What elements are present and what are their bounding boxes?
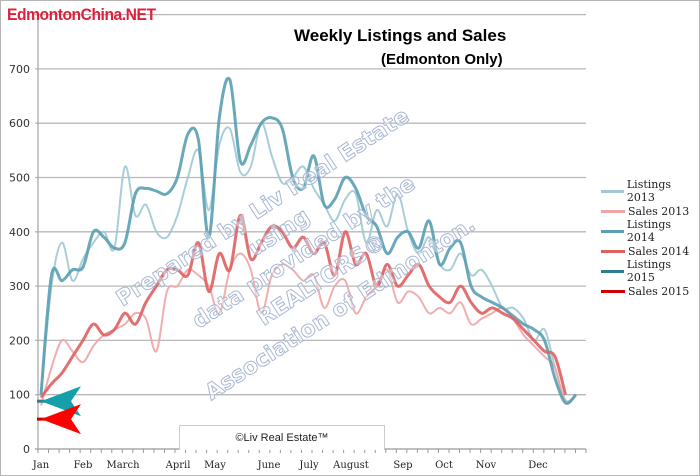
- legend-label: Sales 2014: [628, 244, 690, 258]
- arrow-marker-icon: [41, 404, 81, 435]
- legend-item: Sales 2015: [601, 281, 699, 301]
- y-tick-label: 400: [9, 226, 30, 239]
- chart-subtitle: (Edmonton Only): [381, 51, 503, 68]
- y-tick-label: 100: [9, 389, 30, 402]
- legend-swatch: [601, 189, 624, 193]
- x-tick-label: August: [332, 460, 369, 471]
- legend-item: Listings 2015: [601, 258, 699, 284]
- x-tick-label: Jan: [32, 460, 50, 471]
- x-tick-label: May: [204, 460, 226, 471]
- y-tick-label: 700: [9, 63, 30, 76]
- legend-swatch: [601, 209, 625, 213]
- x-tick-label: Feb: [74, 460, 93, 471]
- y-tick-label: 200: [9, 334, 30, 347]
- copyright-box: ©Liv Real Estate™: [179, 425, 385, 450]
- series-line-listings-2014: [39, 76, 578, 405]
- y-tick-label: 300: [9, 280, 30, 293]
- legend-label: Listings 2013: [626, 178, 672, 204]
- legend-swatch: [601, 249, 625, 253]
- legend-swatch: [601, 229, 624, 233]
- legend: Listings 2013 Sales 2013 Listings 2014 S…: [601, 178, 699, 301]
- chart-title: Weekly Listings and Sales: [294, 26, 507, 45]
- x-tick-label: July: [298, 460, 319, 471]
- x-tick-label: March: [106, 460, 140, 471]
- x-tick-label: Dec: [528, 460, 548, 471]
- legend-item: Sales 2013: [601, 201, 699, 221]
- legend-item: Sales 2014: [601, 241, 699, 261]
- x-tick-label: Sep: [393, 460, 412, 471]
- x-tick-label: April: [165, 460, 191, 471]
- y-tick-label: 600: [9, 117, 30, 130]
- legend-label: Sales 2015: [628, 284, 690, 298]
- x-tick-label: Nov: [476, 460, 497, 471]
- legend-item: Listings 2014: [601, 218, 699, 244]
- y-tick-label: 0: [23, 443, 30, 456]
- legend-label: Listings 2015: [626, 258, 672, 284]
- legend-swatch: [601, 269, 624, 273]
- legend-item: Listings 2013: [601, 178, 699, 204]
- legend-label: Sales 2013: [628, 204, 690, 218]
- legend-swatch: [601, 289, 625, 293]
- series-line-listings-2013: [40, 122, 577, 403]
- series-line-sales-2014: [39, 214, 567, 399]
- y-tick-label: 500: [9, 172, 30, 185]
- x-tick-label: Oct: [435, 460, 453, 471]
- legend-label: Listings 2014: [626, 218, 672, 244]
- site-logo: EdmontonChina.NET: [7, 5, 156, 24]
- x-tick-label: June: [257, 460, 281, 471]
